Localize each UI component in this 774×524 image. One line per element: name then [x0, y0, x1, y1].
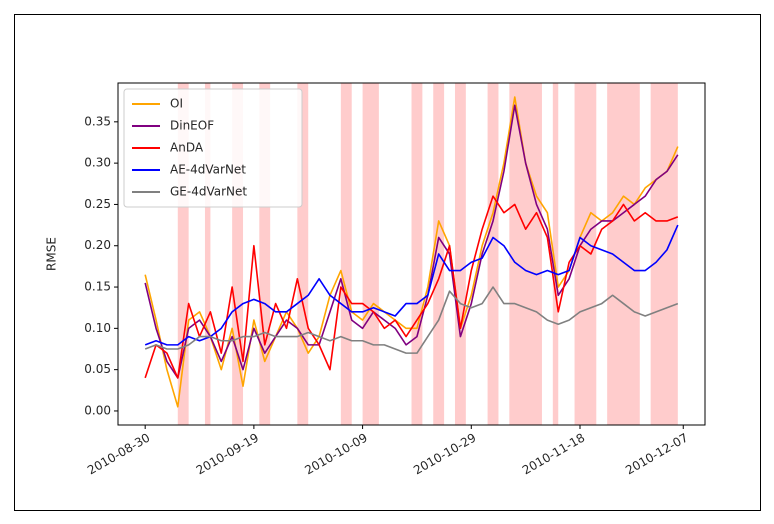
series-line	[144, 224, 679, 346]
y-tick-label: 0.30	[84, 156, 111, 170]
shaded-span	[509, 83, 542, 425]
shaded-span	[177, 83, 189, 425]
legend-label: GE-4dVarNet	[170, 185, 247, 199]
shaded-span	[340, 83, 352, 425]
legend-label: AE-4dVarNet	[170, 163, 246, 177]
series-line	[144, 286, 679, 354]
legend-label: OI	[170, 97, 183, 111]
shaded-span	[297, 83, 309, 425]
y-tick-label: 0.15	[84, 280, 111, 294]
legend-box	[123, 88, 303, 208]
y-axis-label: RMSE	[45, 237, 59, 271]
series-line	[144, 104, 679, 379]
y-tick-label: 0.25	[84, 197, 111, 211]
series-line	[144, 195, 679, 379]
y-tick-label: 0.05	[84, 362, 111, 376]
legend-label: DinEOF	[170, 119, 214, 133]
shaded-span	[362, 83, 379, 425]
shaded-span	[574, 83, 597, 425]
y-tick-label: 0.00	[84, 403, 111, 417]
y-tick-label: 0.20	[84, 238, 111, 252]
shaded-span	[232, 83, 244, 425]
shaded-span	[204, 83, 211, 425]
shaded-span	[454, 83, 466, 425]
y-tick-label: 0.10	[84, 321, 111, 335]
plot-frame	[117, 82, 706, 426]
y-tick-label: 0.35	[84, 114, 111, 128]
shaded-span	[552, 83, 559, 425]
shaded-span	[411, 83, 423, 425]
shaded-span	[487, 83, 499, 425]
legend-label: AnDA	[170, 141, 204, 155]
shaded-span	[259, 83, 271, 425]
